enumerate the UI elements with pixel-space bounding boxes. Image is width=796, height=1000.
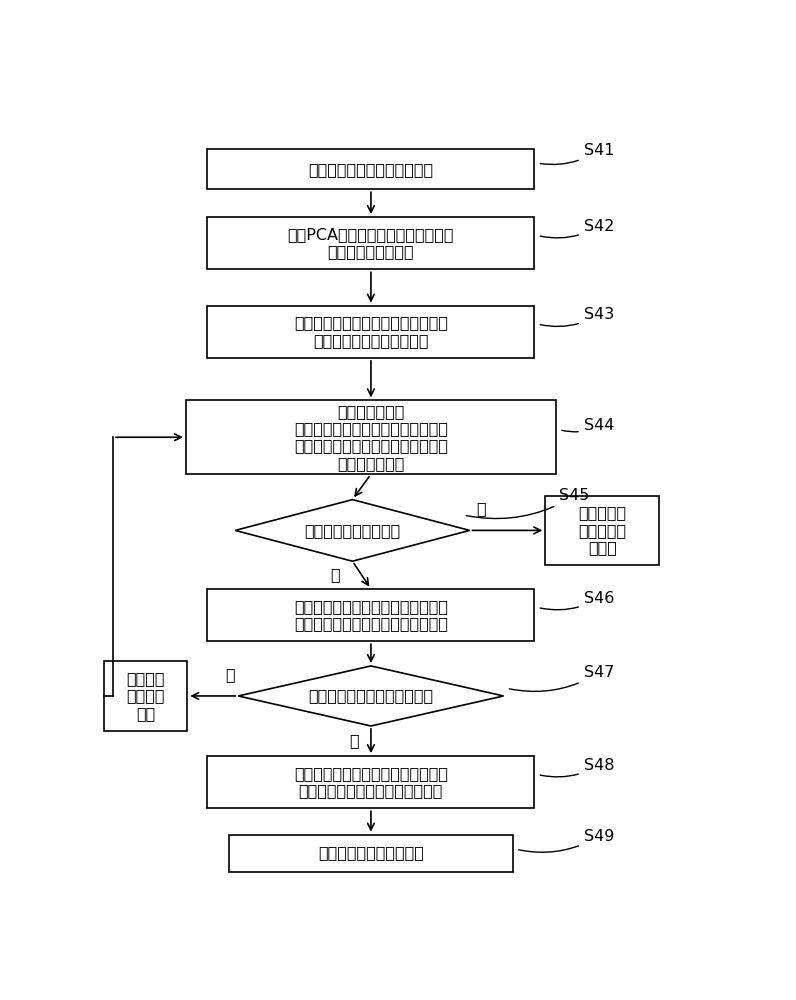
Text: S46: S46 [540, 591, 615, 610]
Polygon shape [238, 666, 504, 726]
Text: 结束，输出最优特征子集: 结束，输出最优特征子集 [318, 846, 424, 861]
Text: S45: S45 [466, 488, 590, 519]
Text: 置空禁忌表并设置初始化参数: 置空禁忌表并设置初始化参数 [308, 162, 434, 177]
Text: 对特征集进行二进制编码，得到初始
解，即选取初始的特征子集: 对特征集进行二进制编码，得到初始 解，即选取初始的特征子集 [294, 316, 448, 348]
Text: 是: 是 [476, 502, 486, 517]
FancyBboxPatch shape [229, 835, 513, 872]
FancyBboxPatch shape [545, 496, 659, 565]
Text: 初始解代入领域范围内计算领域解，
并通过目标函数选择出最佳的候选解: 初始解代入领域范围内计算领域解， 并通过目标函数选择出最佳的候选解 [294, 599, 448, 631]
Text: 判断是否满足终止条件: 判断是否满足终止条件 [304, 523, 400, 538]
FancyBboxPatch shape [185, 400, 556, 474]
Text: 设置终止条件，
当达到最大迭代次数时，停止搜索；
当通过最大改进次数寻找最优解无改
进时，停止搜索: 设置终止条件， 当达到最大迭代次数时，停止搜索； 当通过最大改进次数寻找最优解无… [294, 404, 448, 471]
FancyBboxPatch shape [104, 661, 187, 731]
Text: S41: S41 [540, 143, 615, 164]
Text: 更新禁忌
表中的最
优解: 更新禁忌 表中的最 优解 [127, 671, 165, 721]
FancyBboxPatch shape [208, 217, 534, 269]
Text: S47: S47 [509, 665, 615, 691]
Text: S42: S42 [540, 219, 615, 238]
FancyBboxPatch shape [208, 306, 534, 358]
Text: 是: 是 [225, 667, 236, 682]
Polygon shape [236, 500, 470, 561]
Text: 结束运算，
输出最优特
征子集: 结束运算， 输出最优特 征子集 [578, 506, 626, 555]
Text: S49: S49 [519, 829, 615, 852]
Text: S43: S43 [540, 307, 614, 326]
Text: 计算候选解的禁忌属性，选择非禁忌
对象的最优值替换禁忌表的最初值: 计算候选解的禁忌属性，选择非禁忌 对象的最优值替换禁忌表的最初值 [294, 766, 448, 798]
FancyBboxPatch shape [208, 589, 534, 641]
Text: S48: S48 [540, 758, 615, 777]
Text: 使用PCA对历史网络流量数据进行约
简，得到约简特征集: 使用PCA对历史网络流量数据进行约 简，得到约简特征集 [287, 227, 455, 259]
Text: 否: 否 [330, 568, 340, 583]
FancyBboxPatch shape [208, 756, 534, 808]
Text: 判断候选解是否满足特赦规则: 判断候选解是否满足特赦规则 [308, 688, 434, 703]
FancyBboxPatch shape [208, 149, 534, 189]
Text: 否: 否 [349, 734, 358, 749]
Text: S44: S44 [562, 418, 615, 433]
